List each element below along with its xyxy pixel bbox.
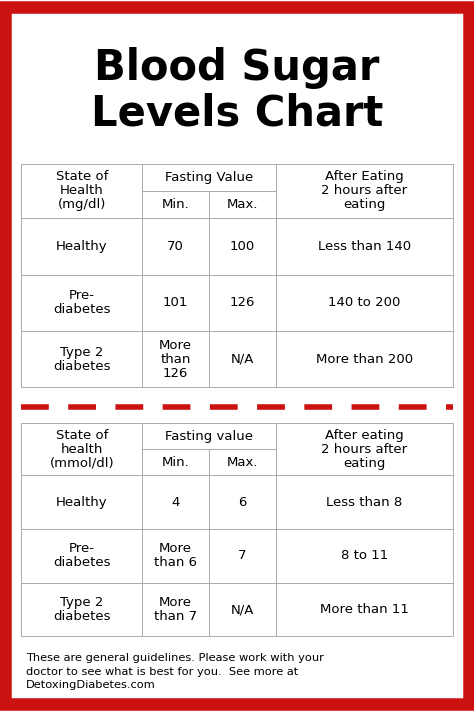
- Bar: [276, 583, 453, 636]
- Text: Type 2
diabetes: Type 2 diabetes: [53, 346, 110, 373]
- Text: State of
health
(mmol/dl): State of health (mmol/dl): [49, 429, 114, 470]
- Text: N/A: N/A: [231, 353, 254, 366]
- Text: More
than
126: More than 126: [159, 339, 192, 380]
- Bar: [21, 218, 142, 274]
- Text: 100: 100: [230, 240, 255, 253]
- Text: Blood Sugar
Levels Chart: Blood Sugar Levels Chart: [91, 47, 383, 134]
- Bar: [21, 583, 142, 636]
- Text: 126: 126: [230, 296, 255, 309]
- Text: Max.: Max.: [227, 456, 258, 469]
- Bar: [142, 191, 209, 218]
- Bar: [21, 274, 142, 331]
- Bar: [21, 164, 142, 218]
- Text: Min.: Min.: [162, 198, 190, 211]
- Text: More
than 7: More than 7: [154, 596, 197, 623]
- Bar: [142, 164, 276, 191]
- Text: Type 2
diabetes: Type 2 diabetes: [53, 596, 110, 623]
- Bar: [142, 583, 209, 636]
- Bar: [276, 274, 453, 331]
- Bar: [209, 274, 276, 331]
- Bar: [209, 449, 276, 475]
- Bar: [209, 191, 276, 218]
- Bar: [209, 583, 276, 636]
- Text: Healthy: Healthy: [56, 496, 108, 508]
- Text: These are general guidelines. Please work with your
doctor to see what is best f: These are general guidelines. Please wor…: [26, 653, 324, 690]
- Text: State of
Health
(mg/dl): State of Health (mg/dl): [55, 171, 108, 211]
- Bar: [276, 423, 453, 475]
- Bar: [209, 475, 276, 529]
- Bar: [142, 529, 209, 583]
- Bar: [142, 475, 209, 529]
- Bar: [21, 475, 142, 529]
- Text: Healthy: Healthy: [56, 240, 108, 253]
- Text: Less than 8: Less than 8: [326, 496, 402, 508]
- Text: Max.: Max.: [227, 198, 258, 211]
- Bar: [276, 218, 453, 274]
- Bar: [142, 218, 209, 274]
- Text: More
than 6: More than 6: [154, 542, 197, 570]
- Bar: [142, 274, 209, 331]
- Text: 7: 7: [238, 550, 246, 562]
- Text: Pre-
diabetes: Pre- diabetes: [53, 542, 110, 570]
- Text: After Eating
2 hours after
eating: After Eating 2 hours after eating: [321, 171, 407, 211]
- Text: Min.: Min.: [162, 456, 190, 469]
- Text: 6: 6: [238, 496, 246, 508]
- Text: 4: 4: [171, 496, 180, 508]
- Text: After eating
2 hours after
eating: After eating 2 hours after eating: [321, 429, 407, 470]
- Bar: [21, 423, 142, 475]
- Text: Pre-
diabetes: Pre- diabetes: [53, 289, 110, 316]
- Text: Less than 140: Less than 140: [318, 240, 411, 253]
- Bar: [142, 423, 276, 449]
- Text: Fasting value: Fasting value: [165, 429, 253, 443]
- Text: More than 200: More than 200: [316, 353, 413, 366]
- Text: 70: 70: [167, 240, 184, 253]
- Bar: [276, 164, 453, 218]
- Bar: [276, 331, 453, 387]
- Text: 140 to 200: 140 to 200: [328, 296, 401, 309]
- Bar: [142, 449, 209, 475]
- Bar: [209, 331, 276, 387]
- Bar: [209, 218, 276, 274]
- Text: N/A: N/A: [231, 603, 254, 616]
- Text: 8 to 11: 8 to 11: [341, 550, 388, 562]
- Bar: [276, 529, 453, 583]
- Text: 101: 101: [163, 296, 188, 309]
- Bar: [21, 529, 142, 583]
- Bar: [276, 475, 453, 529]
- Bar: [209, 529, 276, 583]
- Bar: [21, 331, 142, 387]
- Bar: [142, 331, 209, 387]
- Text: More than 11: More than 11: [320, 603, 409, 616]
- Text: Fasting Value: Fasting Value: [165, 171, 253, 183]
